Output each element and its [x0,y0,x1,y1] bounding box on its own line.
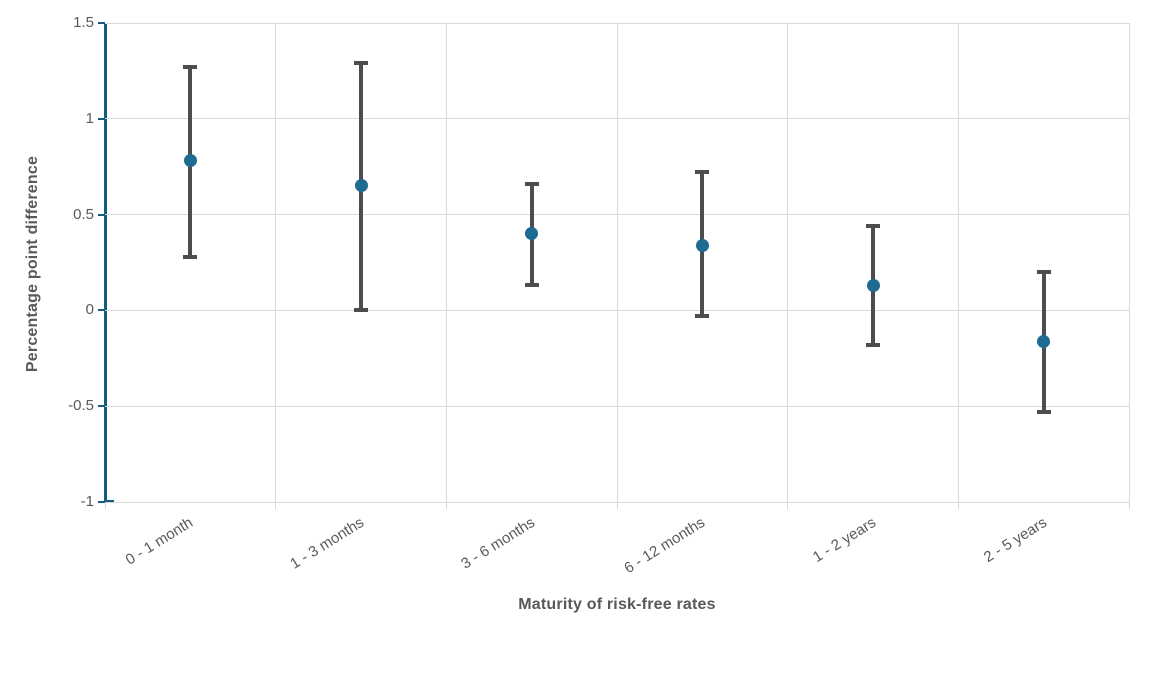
y-axis-tick [98,405,105,408]
y-tick-label: 0 [85,301,94,319]
y-axis-tick [98,22,105,24]
x-axis-tick [957,502,959,509]
y-tick-label: 1 [85,109,94,127]
error-bar-cap-lower [1036,409,1051,414]
x-axis-tick [445,502,447,509]
vertical-gridline [957,23,959,502]
error-bar-cap-lower [183,254,198,259]
vertical-gridline [275,23,277,502]
x-axis-tick [275,502,277,509]
y-axis-tick [98,117,105,120]
y-axis-title: Percentage point difference [24,155,41,373]
data-point [1037,334,1051,348]
vertical-gridline [616,23,618,502]
error-bar-cap-upper [1036,270,1051,275]
y-axis-tick [98,309,105,312]
vertical-gridline [445,23,447,502]
error-bar-cap-upper [354,61,368,66]
error-bar-cap-lower [524,283,539,288]
x-axis-tick [787,502,789,509]
error-bar-cap-upper [524,181,539,186]
y-tick-label: 1.5 [73,14,94,31]
y-tick-label: -0.5 [68,397,94,415]
error-bar-cap-lower [866,342,880,347]
x-axis-title: Maturity of risk-free rates [518,596,716,613]
y-tick-label: -1 [80,493,94,510]
x-axis-tick [616,502,618,509]
y-tick-label: 0.5 [73,205,94,223]
error-bar-cap-upper [866,224,880,229]
y-axis-line [104,23,107,502]
x-axis-tick [1128,502,1130,509]
error-bar-cap-upper [183,65,198,70]
error-bar-cap-upper [695,170,710,175]
data-point [354,179,368,193]
y-axis-tick [98,501,105,503]
data-point [866,278,880,292]
vertical-gridline [787,23,789,502]
data-point [183,154,197,168]
plot-area [98,22,1130,509]
vertical-gridline [1128,23,1130,502]
data-point [695,238,709,252]
error-bar-cap-lower [695,314,710,319]
x-axis-tick [104,502,106,509]
error-bar-cap-lower [354,308,368,313]
y-axis-tick [98,213,105,216]
data-point [525,227,539,241]
